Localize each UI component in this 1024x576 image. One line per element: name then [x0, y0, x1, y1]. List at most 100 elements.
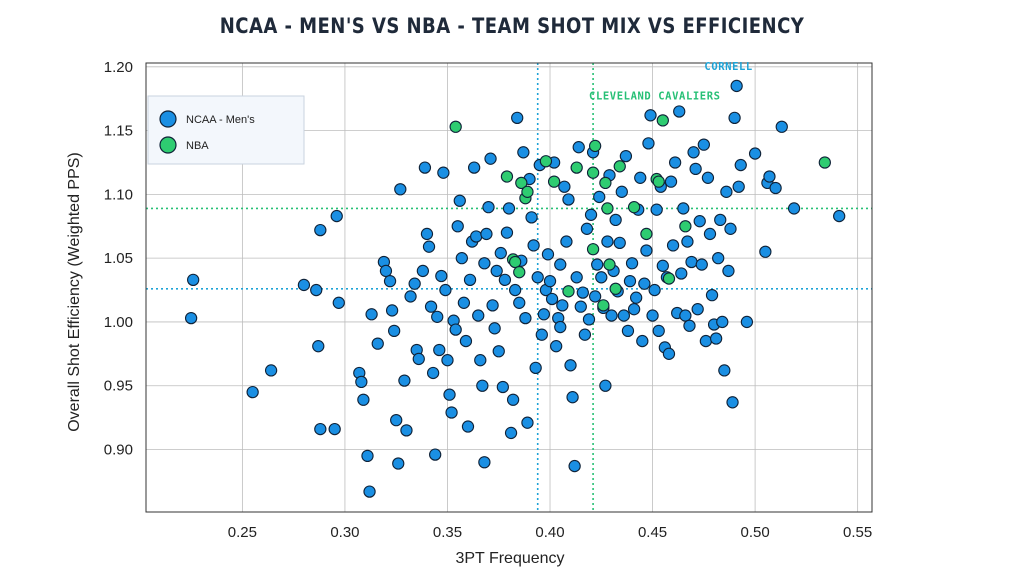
y-tick-label: 0.95 — [104, 378, 133, 395]
ncaa-point — [435, 269, 448, 283]
ncaa-point — [314, 422, 327, 436]
ncaa-point — [734, 158, 747, 172]
x-tick-label: 0.30 — [330, 524, 359, 541]
ncaa-point — [541, 248, 555, 261]
ncaa-point — [593, 190, 606, 204]
ncaa-point — [498, 273, 512, 286]
ncaa-point — [588, 290, 602, 303]
x-tick-label: 0.40 — [535, 524, 564, 541]
ncaa-point — [418, 161, 432, 174]
ncaa-point — [433, 343, 446, 357]
ncaa-point — [705, 289, 719, 302]
nba-point — [521, 185, 534, 198]
y-tick-label: 0.90 — [104, 441, 133, 458]
ncaa-point — [625, 257, 639, 270]
nba-point — [539, 155, 553, 168]
legend: NCAA - Men's NBA — [147, 95, 305, 165]
nba-point — [509, 255, 522, 269]
ncaa-point — [716, 315, 729, 329]
x-tick-label: 0.25 — [228, 524, 257, 541]
chart-title: NCAA - MEN'S VS NBA - TEAM SHOT MIX VS E… — [219, 14, 805, 38]
ncaa-point — [511, 111, 524, 124]
ncaa-point — [623, 274, 637, 288]
ncaa-point — [642, 137, 655, 150]
ncaa-point — [582, 313, 596, 326]
y-tick-label: 1.05 — [104, 250, 133, 267]
ncaa-point — [634, 171, 647, 184]
ncaa-point — [720, 185, 733, 198]
ncaa-point — [712, 252, 725, 265]
y-tick-label: 1.10 — [104, 186, 133, 203]
ncaa-point — [506, 393, 520, 406]
ncaa-point — [490, 264, 503, 278]
ncaa-point — [574, 300, 587, 313]
ncaa-point — [699, 334, 713, 348]
ncaa-point — [566, 391, 579, 404]
ncaa-point — [619, 149, 633, 163]
data-points — [184, 79, 846, 498]
nba-point — [662, 272, 676, 285]
ncaa-point — [443, 388, 456, 401]
nba-point — [627, 200, 641, 214]
nba-point — [597, 299, 610, 312]
x-tick-label: 0.55 — [843, 524, 872, 541]
ncaa-point — [246, 385, 259, 399]
nba-point — [513, 266, 526, 279]
ncaa-point — [630, 291, 643, 304]
ncaa-point — [554, 258, 567, 271]
nba-point — [515, 176, 528, 190]
y-tick-label: 1.00 — [104, 314, 133, 331]
x-axis-label: 3PT Frequency — [455, 550, 564, 567]
ncaa-point — [513, 296, 526, 309]
ncaa-point — [461, 420, 475, 433]
nba-point — [613, 160, 626, 173]
ncaa-point — [769, 181, 782, 195]
ncaa-point — [486, 299, 499, 312]
ncaa-point — [683, 319, 696, 332]
annotation-label: CORNELL — [704, 61, 752, 73]
ncaa-point — [787, 202, 801, 215]
ncaa-point — [833, 209, 846, 223]
ncaa-point — [310, 283, 323, 297]
ncaa-point — [601, 235, 614, 248]
ncaa-point — [463, 273, 477, 286]
ncaa-point — [638, 277, 651, 290]
ncaa-point — [668, 156, 682, 169]
nba-point — [656, 114, 669, 127]
legend-ncaa-label: NCAA - Men's — [186, 114, 255, 126]
ncaa-point — [759, 245, 772, 258]
ncaa-point — [627, 303, 641, 316]
legend-nba-marker — [159, 136, 177, 154]
ncaa-point — [748, 147, 762, 160]
ncaa-point — [599, 379, 612, 392]
ncaa-point — [558, 180, 571, 193]
ncaa-point — [451, 220, 464, 233]
ncaa-point — [371, 337, 384, 350]
ncaa-point — [500, 226, 514, 239]
ncaa-point — [605, 309, 618, 322]
ncaa-point — [408, 277, 421, 290]
ncaa-point — [609, 213, 622, 227]
ncaa-point — [470, 230, 483, 243]
nba-point — [601, 202, 614, 215]
ncaa-point — [703, 227, 717, 241]
y-tick-label: 1.20 — [104, 59, 133, 76]
ncaa-point — [640, 244, 653, 257]
annotations: CORNELL CLEVELAND CAVALIERS — [589, 61, 752, 102]
x-tick-label: 0.45 — [638, 524, 667, 541]
ncaa-point — [492, 345, 505, 358]
ncaa-point — [355, 375, 368, 389]
nba-point — [588, 139, 602, 153]
ncaa-point — [656, 259, 669, 272]
ncaa-point — [675, 267, 688, 280]
reference-lines — [146, 63, 872, 512]
ncaa-point — [474, 354, 487, 367]
ncaa-point — [545, 292, 559, 306]
ncaa-point — [478, 257, 491, 270]
ncaa-point — [363, 485, 376, 498]
ncaa-point — [472, 309, 485, 322]
ncaa-point — [379, 264, 393, 278]
ncaa-point — [509, 283, 522, 297]
ncaa-point — [480, 227, 493, 241]
ncaa-point — [441, 354, 454, 367]
